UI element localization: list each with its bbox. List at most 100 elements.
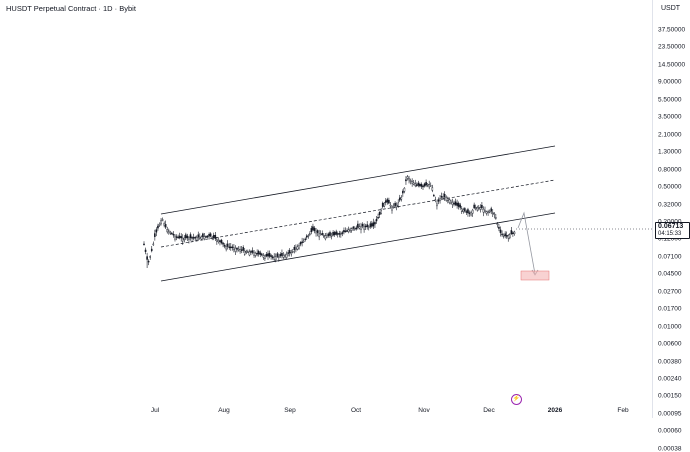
candle-body (453, 202, 455, 205)
candle-body (309, 233, 311, 236)
candle-body (202, 233, 204, 237)
chart-title: HUSDT Perpetual Contract · 1D · Bybit (6, 4, 136, 13)
candle-body (330, 235, 333, 237)
candle-body (245, 251, 248, 253)
candle-body (284, 254, 286, 257)
candle-body (167, 230, 170, 233)
candle-body (488, 211, 491, 213)
candle-body (323, 234, 325, 237)
candle-body (502, 235, 505, 237)
candle-body (496, 223, 499, 225)
candle-body (437, 200, 440, 202)
candle-body (512, 232, 514, 235)
candle-body (467, 209, 469, 214)
candle-body (439, 198, 441, 201)
candle-body (226, 243, 229, 247)
candle-body (239, 249, 241, 252)
candle-body (333, 232, 336, 236)
candle-body (478, 206, 480, 209)
candle-body (287, 252, 289, 254)
projection-path (517, 211, 536, 275)
candle-body (335, 231, 338, 235)
candle-body (171, 232, 173, 235)
candle-body (440, 196, 443, 198)
candle-body (292, 250, 294, 253)
chart-plot-area[interactable] (0, 0, 652, 418)
candle-body (185, 234, 187, 239)
candle-body (433, 194, 435, 197)
candle-body (431, 187, 434, 191)
candle-body (340, 233, 342, 235)
price-axis-label: 0.00060 (658, 427, 682, 435)
lightning-icon[interactable]: ⚡ (511, 394, 522, 405)
candle-body (211, 236, 214, 239)
candle-body (315, 231, 317, 234)
candle-body (223, 245, 226, 247)
candle-body (383, 202, 386, 207)
candle-body (504, 233, 506, 237)
candle-body (270, 255, 272, 257)
candle-body (326, 235, 328, 238)
candle-body (457, 202, 460, 207)
time-axis-label: Oct (350, 407, 362, 414)
candle-body (318, 233, 320, 238)
time-axis-label: Aug (218, 407, 230, 414)
candle-body (186, 235, 189, 239)
candle-body (169, 232, 172, 234)
candle-body (324, 235, 327, 240)
candle-body (236, 247, 238, 250)
time-axis[interactable]: Jul Aug Sep Oct Nov Dec 2026 Feb (0, 400, 652, 418)
candle-body (290, 252, 293, 255)
candle-body (247, 251, 249, 253)
price-axis-label: 23.50000 (658, 43, 686, 51)
candle-body (158, 224, 161, 226)
candle-body (155, 229, 158, 233)
candle-body (448, 199, 451, 203)
candle-body (285, 254, 288, 258)
candle-body (429, 185, 432, 187)
candle-body (367, 226, 370, 229)
candle-body (484, 210, 486, 212)
candle-body (160, 220, 162, 224)
candle-body (364, 225, 367, 228)
candle-body (423, 183, 426, 187)
price-axis-label: 0.32000 (658, 201, 682, 208)
candle-body (391, 206, 393, 211)
candle-body (468, 212, 471, 214)
candle-body (205, 236, 207, 238)
candle-body (378, 212, 381, 216)
candle-body (397, 202, 400, 207)
candle-body (191, 237, 193, 239)
candle-body (302, 240, 305, 243)
candle-body (329, 232, 331, 236)
candle-body (398, 197, 401, 201)
candle-body (509, 234, 511, 239)
target-zone (520, 270, 550, 281)
candle-body (298, 245, 300, 249)
price-axis[interactable]: USDT 37.50000 23.50000 14.50000 9.00000 5.50… (652, 0, 690, 452)
candle-body (355, 227, 358, 230)
candle-body (447, 198, 449, 201)
candle-body (274, 256, 277, 261)
candle-body (412, 182, 415, 185)
candle-body (450, 200, 452, 204)
candle-body (381, 203, 384, 207)
candle-body (392, 206, 395, 208)
price-axis-label: 37.50000 (658, 26, 686, 34)
candle-body (465, 211, 468, 213)
candle-body (219, 240, 221, 242)
candle-body (380, 210, 382, 214)
candle-body (271, 256, 274, 258)
candle-body (346, 230, 348, 232)
candle-body (268, 252, 271, 257)
candle-body (234, 247, 237, 252)
candle-body (254, 252, 257, 256)
candle-body (495, 217, 497, 219)
candle-body (442, 196, 444, 199)
candle-body (395, 204, 398, 208)
candle-body (341, 232, 344, 234)
candle-body (374, 222, 376, 225)
candle-body (251, 250, 254, 253)
candle-body (451, 201, 454, 205)
candle-body (462, 209, 465, 212)
